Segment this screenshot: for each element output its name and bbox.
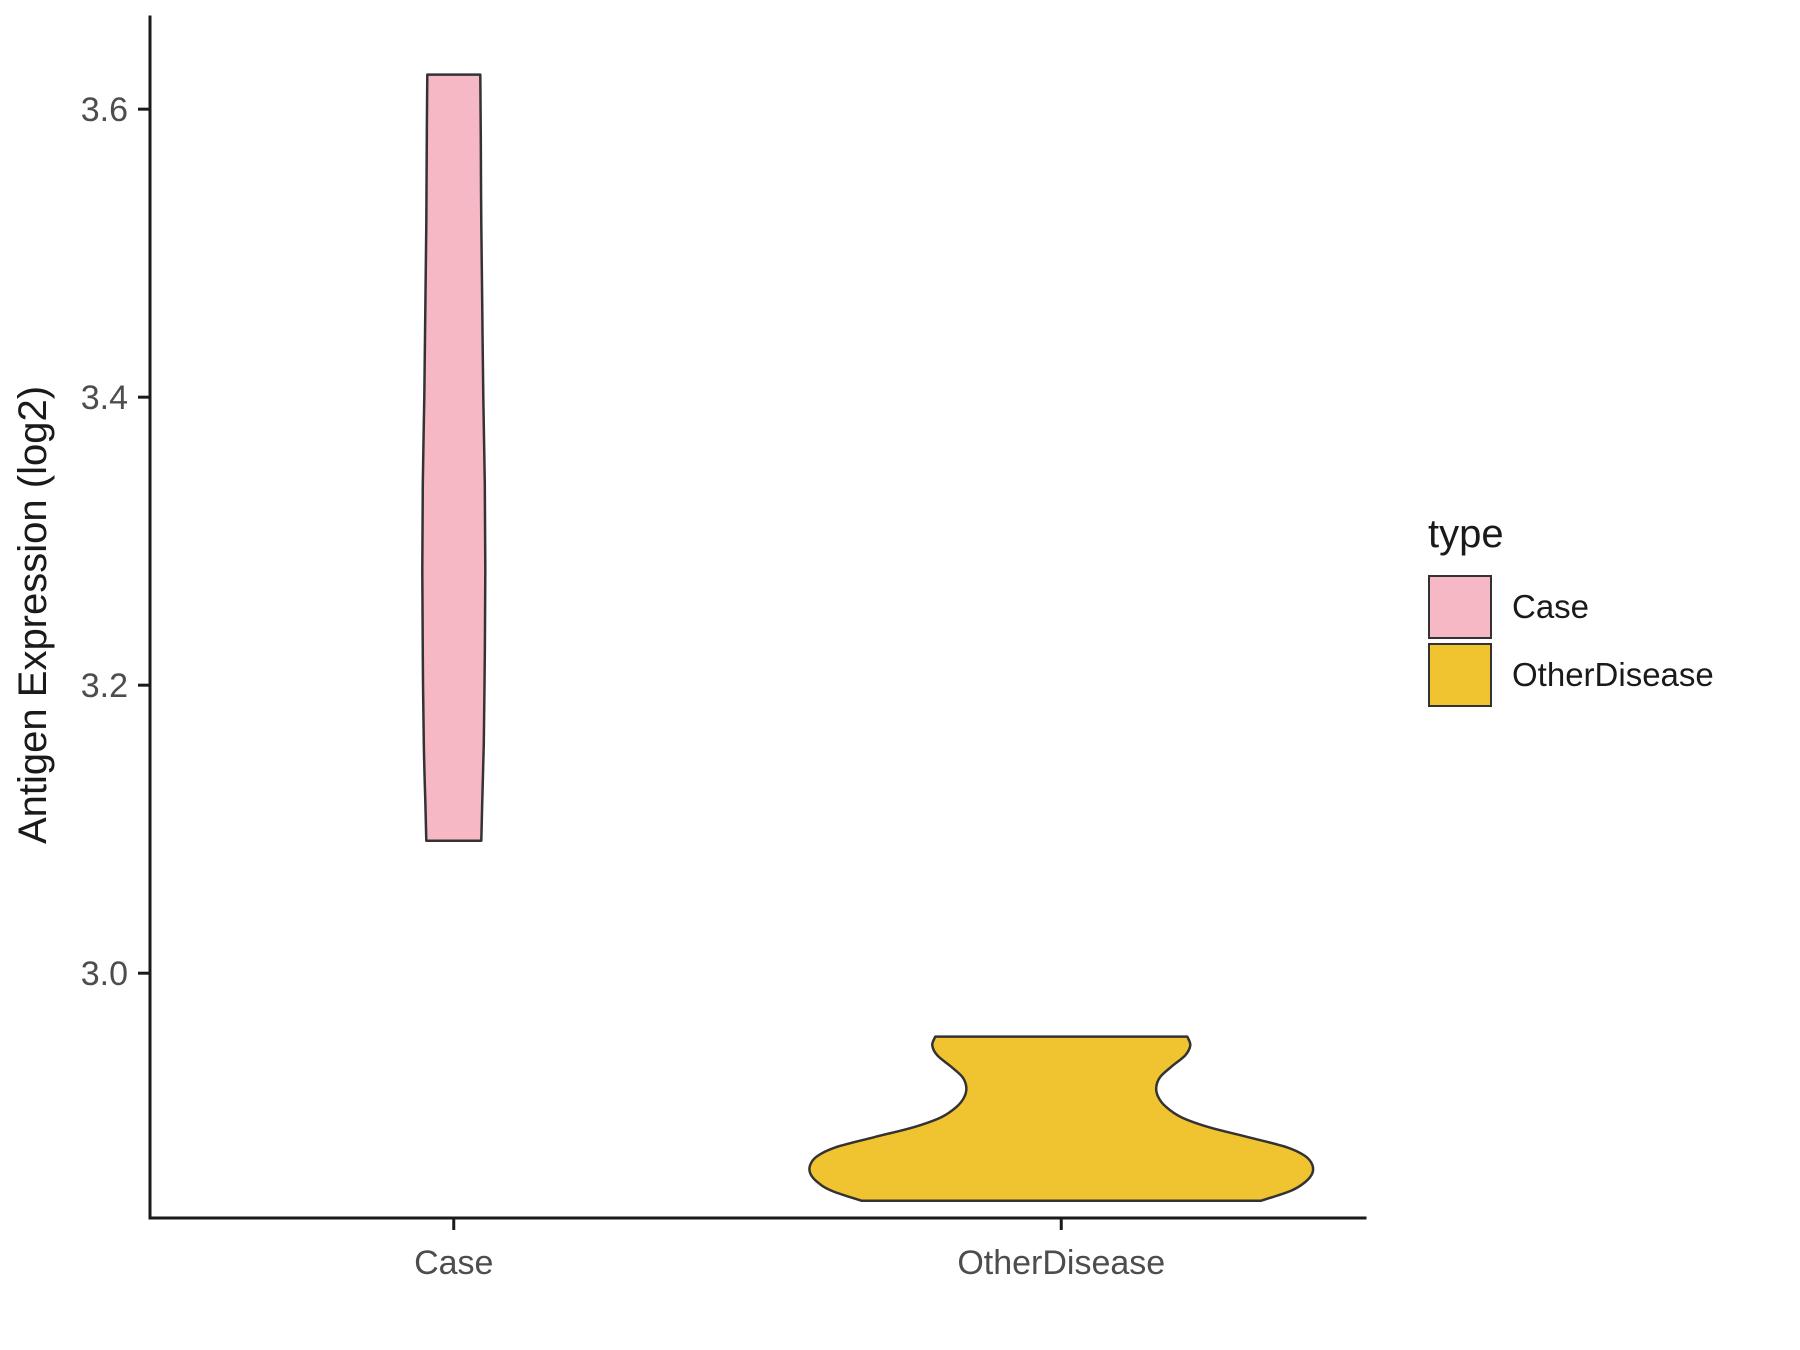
y-tick-label: 3.6 (81, 91, 128, 129)
x-category-label: Case (414, 1244, 493, 1282)
y-tick-label: 3.4 (81, 379, 128, 417)
y-axis-title: Antigen Expression (log2) (11, 386, 55, 844)
legend-item-otherdisease: OtherDisease (1428, 643, 1714, 707)
legend-label-otherdisease: OtherDisease (1512, 656, 1714, 693)
legend-item-case: Case (1428, 575, 1714, 639)
legend-title: type (1428, 512, 1504, 556)
legend-swatch-otherdisease (1428, 643, 1492, 707)
violins-layer (421, 73, 1315, 1202)
legend-label-case: Case (1512, 588, 1590, 625)
axis-lines (148, 15, 1367, 1220)
y-tick-label: 3.2 (81, 667, 128, 705)
x-category-label: OtherDisease (957, 1244, 1165, 1282)
legend: type Case OtherDisease (1428, 512, 1714, 711)
y-tick-label: 3.0 (81, 955, 128, 993)
legend-swatch-case (1428, 575, 1492, 639)
violin-otherdisease (808, 1035, 1315, 1202)
violin-case (421, 73, 487, 842)
axes-layer: 3.0 3.2 3.4 3.6 Case OtherDisease (81, 15, 1367, 1282)
